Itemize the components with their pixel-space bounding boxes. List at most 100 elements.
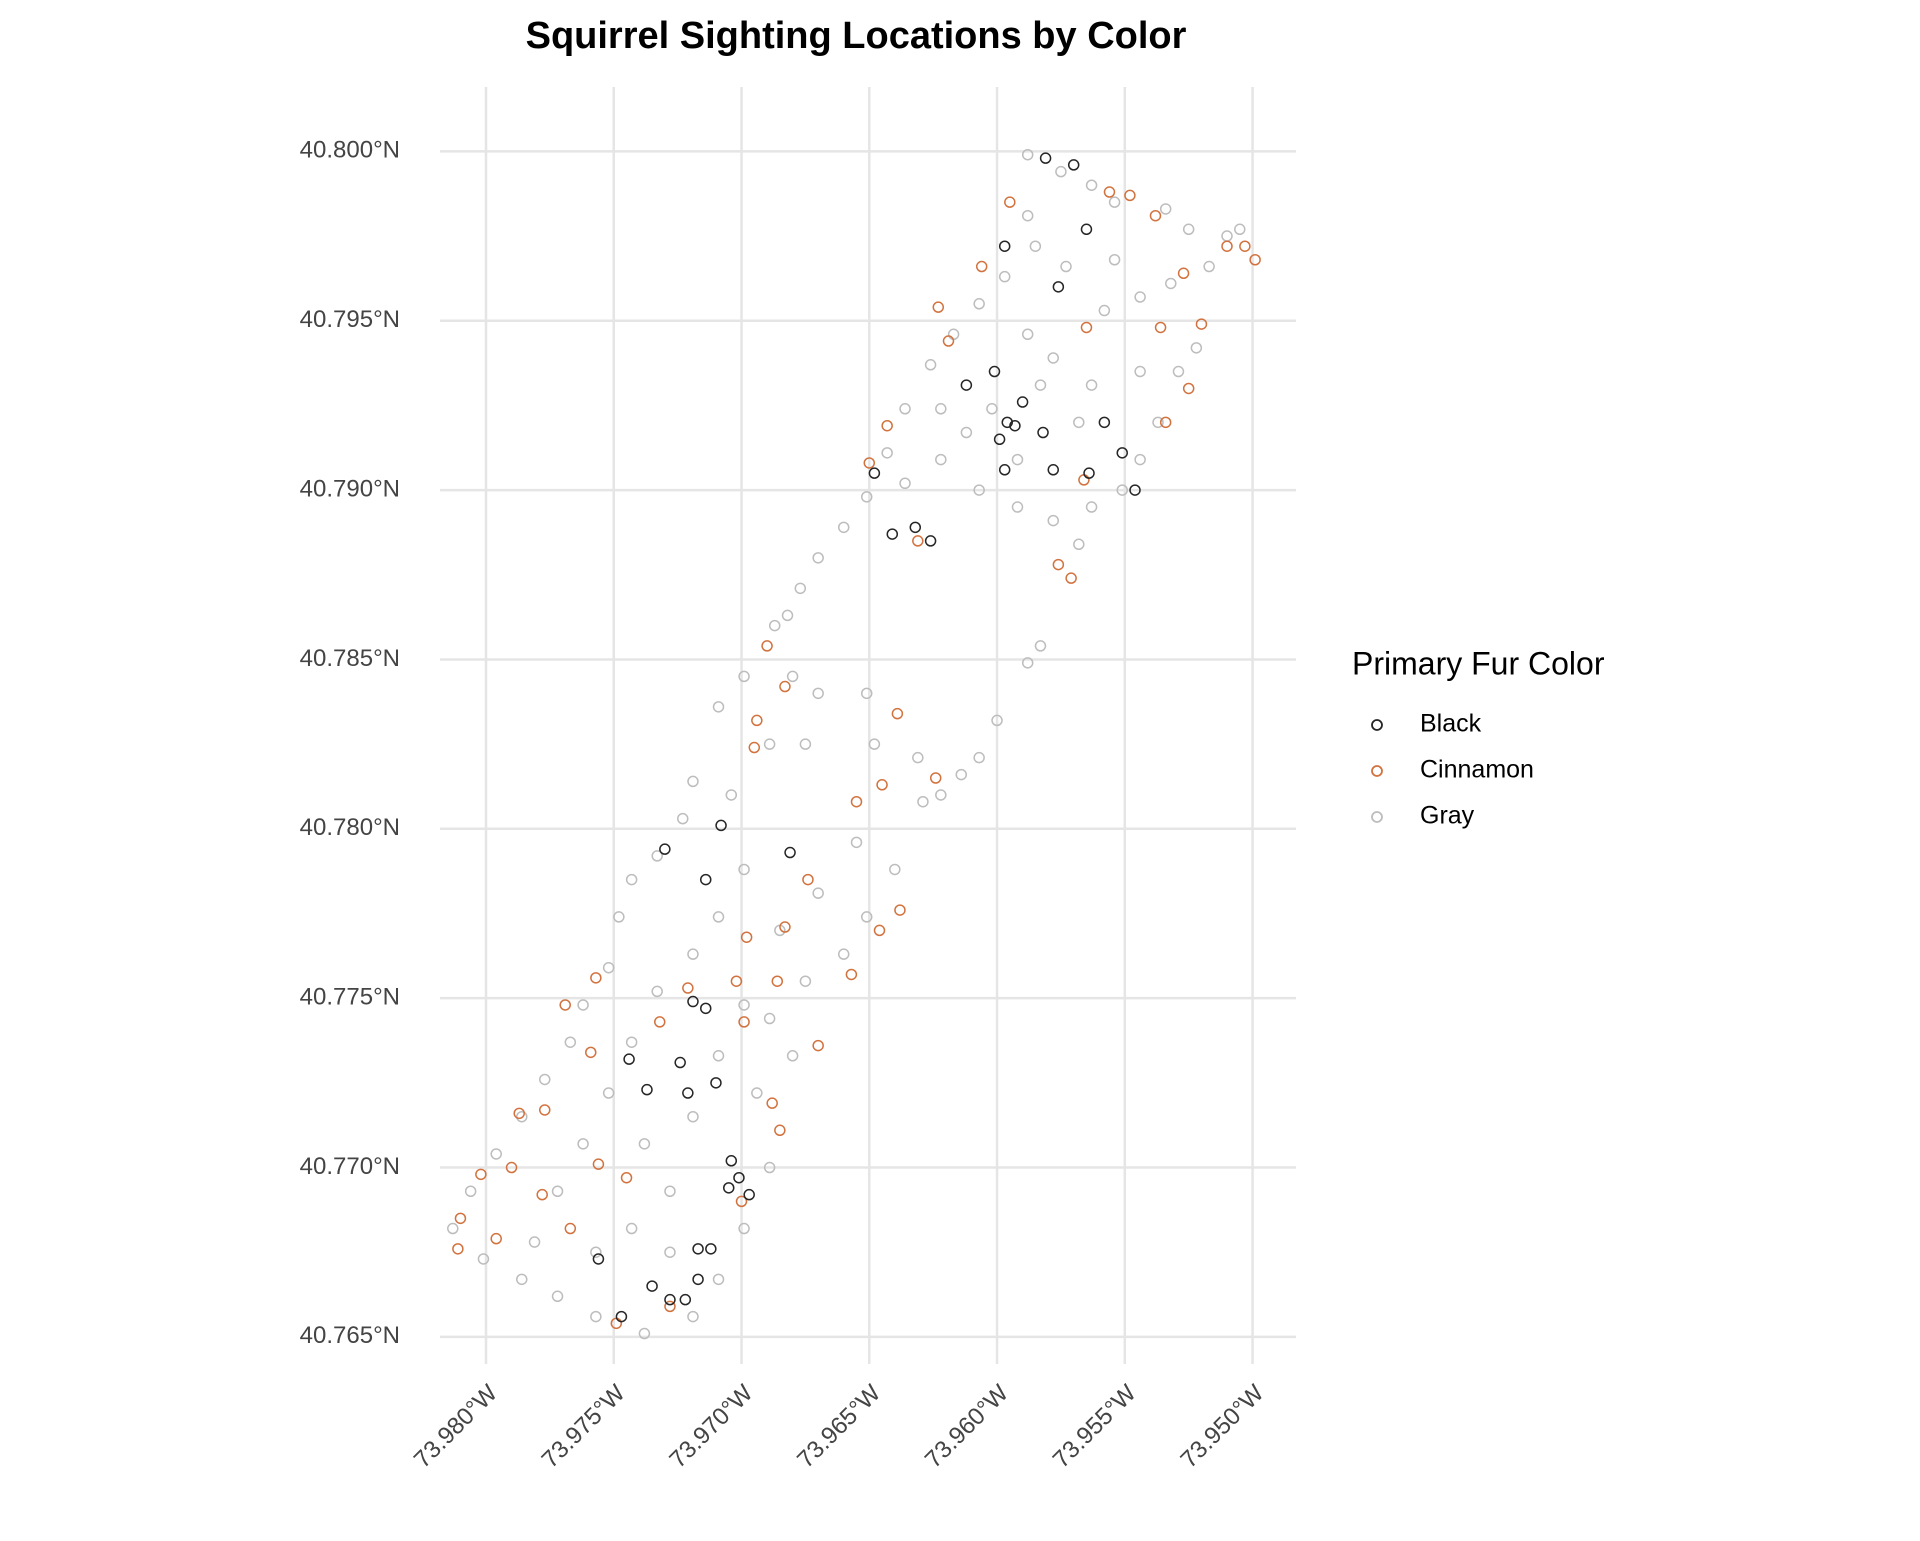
point xyxy=(513,1107,525,1120)
point xyxy=(748,741,761,754)
point xyxy=(1182,382,1195,395)
point xyxy=(1034,379,1047,391)
legend-marker xyxy=(1371,719,1383,731)
point xyxy=(710,1077,722,1089)
point xyxy=(712,1050,725,1062)
point xyxy=(837,521,850,534)
point xyxy=(625,1036,638,1048)
legend-marker xyxy=(1371,765,1383,777)
point xyxy=(1083,467,1095,479)
point xyxy=(738,1016,750,1028)
point xyxy=(894,904,906,916)
point xyxy=(1011,501,1024,513)
point xyxy=(564,1036,577,1048)
point xyxy=(539,1104,551,1116)
point xyxy=(615,1310,628,1323)
point xyxy=(988,365,1001,378)
point xyxy=(779,921,791,933)
chart-title: Squirrel Sighting Locations by Color xyxy=(526,15,1187,57)
point xyxy=(876,779,888,791)
point xyxy=(1159,416,1172,429)
point xyxy=(1021,148,1034,161)
legend-marker xyxy=(1371,811,1383,823)
point xyxy=(653,1016,666,1028)
point xyxy=(623,1053,635,1065)
point xyxy=(477,1253,490,1265)
point xyxy=(868,467,881,479)
point xyxy=(1065,572,1077,584)
point xyxy=(1080,223,1093,236)
point xyxy=(935,403,947,415)
point xyxy=(1108,196,1121,208)
point xyxy=(664,1300,676,1313)
point xyxy=(768,619,781,632)
point xyxy=(738,670,750,683)
point xyxy=(682,1087,694,1099)
point xyxy=(873,924,886,937)
point xyxy=(779,680,791,693)
point xyxy=(924,535,937,547)
point xyxy=(998,270,1011,283)
point xyxy=(590,1310,602,1323)
point xyxy=(1116,447,1128,459)
point xyxy=(447,1222,459,1235)
point xyxy=(850,795,863,808)
point xyxy=(863,457,876,469)
point xyxy=(932,301,945,313)
point xyxy=(559,999,571,1011)
point xyxy=(1134,365,1146,378)
point xyxy=(687,1310,699,1323)
point xyxy=(674,1056,686,1069)
point xyxy=(1172,365,1185,378)
point xyxy=(960,379,973,391)
point xyxy=(1052,281,1065,293)
point xyxy=(687,1110,699,1123)
point xyxy=(1021,657,1034,669)
point xyxy=(1011,453,1024,466)
point xyxy=(786,1050,799,1062)
legend-label: Gray xyxy=(1420,802,1475,830)
point xyxy=(725,1155,738,1167)
point xyxy=(761,640,773,652)
point xyxy=(935,789,947,801)
point xyxy=(536,1188,548,1201)
point xyxy=(973,751,985,764)
point xyxy=(929,772,942,784)
point xyxy=(845,968,858,981)
point xyxy=(935,453,947,466)
point xyxy=(1098,304,1111,317)
y-tick-label: 40.795°N xyxy=(300,306,400,333)
point xyxy=(735,1195,748,1208)
point xyxy=(733,1171,745,1184)
point xyxy=(1152,416,1164,429)
y-tick-label: 40.770°N xyxy=(300,1153,400,1180)
point xyxy=(1182,223,1195,236)
point xyxy=(881,419,893,432)
point xyxy=(763,1012,776,1025)
point xyxy=(1134,291,1146,303)
point xyxy=(794,582,807,595)
point xyxy=(799,975,812,987)
point xyxy=(812,887,824,899)
point xyxy=(1108,254,1121,266)
point xyxy=(725,789,738,801)
point xyxy=(837,948,850,960)
point xyxy=(454,1212,467,1225)
point xyxy=(641,1083,653,1096)
point xyxy=(1016,396,1029,408)
point xyxy=(1073,416,1085,429)
point xyxy=(1039,152,1052,164)
point xyxy=(638,1327,651,1340)
point xyxy=(1234,223,1246,236)
legend-label: Cinnamon xyxy=(1420,756,1534,784)
y-tick-label: 40.790°N xyxy=(300,475,400,502)
point xyxy=(1055,165,1067,178)
point xyxy=(799,738,812,750)
point xyxy=(1001,416,1014,429)
point xyxy=(551,1290,564,1303)
point xyxy=(886,528,899,540)
point xyxy=(1021,209,1034,222)
point xyxy=(1203,260,1215,273)
point xyxy=(564,1222,577,1235)
